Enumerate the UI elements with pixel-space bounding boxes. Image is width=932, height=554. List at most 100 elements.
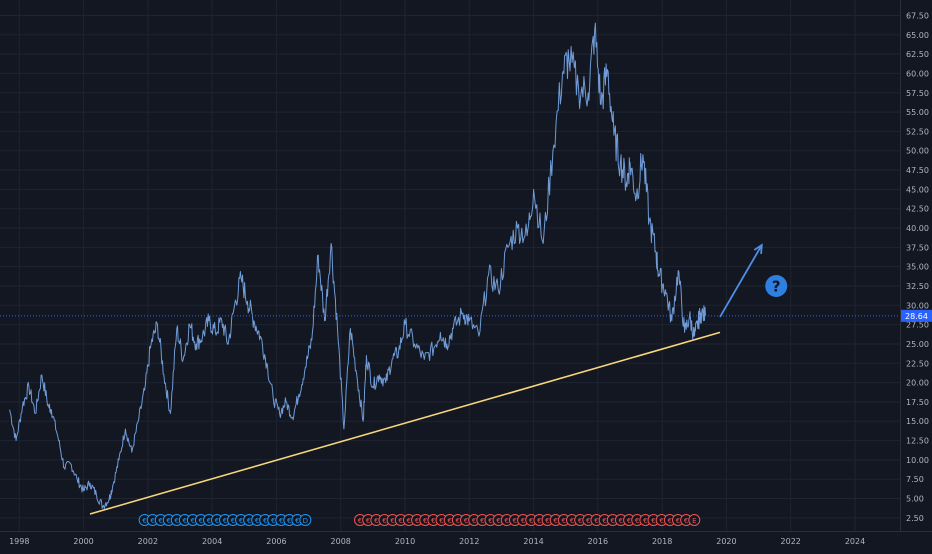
dividend-marker-glyph: €	[287, 517, 291, 525]
x-tick-label: 2022	[781, 537, 801, 546]
earnings-marker-glyph: €	[627, 517, 631, 525]
x-tick-label: 2008	[331, 537, 351, 546]
x-tick-label: 2024	[845, 537, 865, 546]
y-tick-label: 67.50	[906, 11, 929, 20]
dividend-marker-glyph: €	[167, 517, 171, 525]
dividend-marker-glyph: €	[191, 517, 195, 525]
dividend-marker-glyph: €	[215, 517, 219, 525]
y-tick-label: 7.50	[906, 475, 924, 484]
dividend-marker-glyph: €	[199, 517, 203, 525]
last-price-tag[interactable]	[901, 309, 932, 322]
dividend-marker-glyph: D	[303, 517, 308, 525]
grid-lines	[0, 0, 900, 531]
support-trendline[interactable]	[89, 331, 721, 515]
y-tick-label: 17.50	[906, 398, 929, 407]
dividend-marker-glyph: €	[263, 517, 267, 525]
earnings-marker-glyph: €	[619, 517, 623, 525]
earnings-marker-glyph: €	[586, 517, 590, 525]
earnings-marker-glyph: €	[415, 517, 419, 525]
y-tick-label: 35.00	[906, 263, 929, 272]
price-series-layer	[9, 22, 706, 510]
earnings-marker-glyph: €	[578, 517, 582, 525]
earnings-marker[interactable]	[688, 514, 701, 526]
y-tick-label: 65.00	[906, 31, 929, 40]
y-tick-label: 2.50	[906, 514, 924, 523]
y-tick-label: 55.00	[906, 108, 929, 117]
earnings-marker-glyph: €	[602, 517, 606, 525]
y-tick-label: 42.50	[906, 205, 929, 214]
x-tick-label: 2018	[652, 537, 672, 546]
earnings-marker-glyph: €	[562, 517, 566, 525]
x-tick-label: 2004	[202, 537, 222, 546]
dividend-marker-glyph: €	[231, 517, 235, 525]
x-tick-label: 2002	[138, 537, 158, 546]
y-axis-background	[900, 0, 932, 550]
earnings-marker-glyph: €	[537, 517, 541, 525]
y-tick-label: 12.50	[906, 437, 929, 446]
dividend-marker-glyph: €	[207, 517, 211, 525]
x-tick-label: 2016	[588, 537, 608, 546]
earnings-marker-glyph: €	[513, 517, 517, 525]
earnings-marker-glyph: €	[611, 517, 615, 525]
event-markers: € € € € € € € € € € € € € € € € € € € € D € € € € € € € € € € € € € € € € € € €…	[138, 514, 701, 526]
earnings-marker-glyph: €	[553, 517, 557, 525]
earnings-marker-glyph: €	[651, 517, 655, 525]
question-glyph: ?	[772, 277, 781, 295]
x-tick-label: 2020	[716, 537, 736, 546]
earnings-marker-glyph: €	[366, 517, 370, 525]
earnings-marker-glyph: €	[480, 517, 484, 525]
x-tick-label: 2010	[395, 537, 415, 546]
x-axis[interactable]: 1998 2000 2002 2004 2006 2008 2010 2012 2014 2016…	[0, 531, 932, 547]
dividend-marker-glyph: €	[247, 517, 251, 525]
y-tick-label: 15.00	[906, 417, 929, 426]
dividend-marker-glyph: €	[142, 517, 146, 525]
y-tick-label: 52.50	[906, 127, 929, 136]
y-tick-label: 22.50	[906, 359, 929, 368]
y-tick-label: 20.00	[906, 379, 929, 388]
earnings-marker-glyph: €	[407, 517, 411, 525]
y-tick-label: 5.00	[906, 495, 924, 504]
earnings-marker-glyph: €	[464, 517, 468, 525]
earnings-marker-glyph: €	[529, 517, 533, 525]
annotation-layer: ?	[0, 243, 900, 318]
y-axis[interactable]: 2.50 5.00 7.50 10.00 12.50 15.00 17.50 20.00 22.…	[900, 0, 932, 550]
earnings-marker-glyph: €	[659, 517, 663, 525]
earnings-marker-glyph: €	[439, 517, 443, 525]
earnings-marker-glyph: €	[505, 517, 509, 525]
x-tick-label: 2014	[523, 537, 543, 546]
trend-arrow[interactable]	[719, 244, 763, 318]
dividend-marker[interactable]	[299, 514, 312, 526]
y-tick-label: 30.00	[906, 301, 929, 310]
y-tick-label: 62.50	[906, 50, 929, 59]
dividend-marker-glyph: €	[279, 517, 283, 525]
price-line[interactable]	[9, 22, 706, 510]
earnings-marker-glyph: €	[374, 517, 378, 525]
dividend-marker-glyph: €	[158, 517, 162, 525]
dividend-marker-glyph: €	[183, 517, 187, 525]
question-icon[interactable]	[765, 274, 788, 297]
earnings-marker-glyph: €	[594, 517, 598, 525]
earnings-marker-glyph: €	[488, 517, 492, 525]
x-tick-label: 2012	[459, 537, 479, 546]
y-tick-label: 50.00	[906, 147, 929, 156]
y-tick-label: 37.50	[906, 243, 929, 252]
dividend-marker-glyph: €	[175, 517, 179, 525]
y-tick-label: 57.50	[906, 89, 929, 98]
dividend-marker-glyph: €	[295, 517, 299, 525]
earnings-marker-glyph: €	[684, 517, 688, 525]
earnings-marker-glyph: €	[358, 517, 362, 525]
earnings-marker-glyph: €	[521, 517, 525, 525]
earnings-marker-glyph: €	[545, 517, 549, 525]
dividend-marker-glyph: €	[271, 517, 275, 525]
y-tick-label: 25.00	[906, 340, 929, 349]
arrow-head	[753, 243, 763, 255]
dividend-marker-glyph: €	[255, 517, 259, 525]
x-tick-label: 2006	[266, 537, 286, 546]
earnings-marker-glyph: €	[431, 517, 435, 525]
earnings-marker-glyph: €	[382, 517, 386, 525]
dividend-marker-glyph: €	[150, 517, 154, 525]
earnings-marker-glyph: €	[635, 517, 639, 525]
y-tick-label: 47.50	[906, 166, 929, 175]
earnings-marker-glyph: E	[692, 517, 696, 525]
